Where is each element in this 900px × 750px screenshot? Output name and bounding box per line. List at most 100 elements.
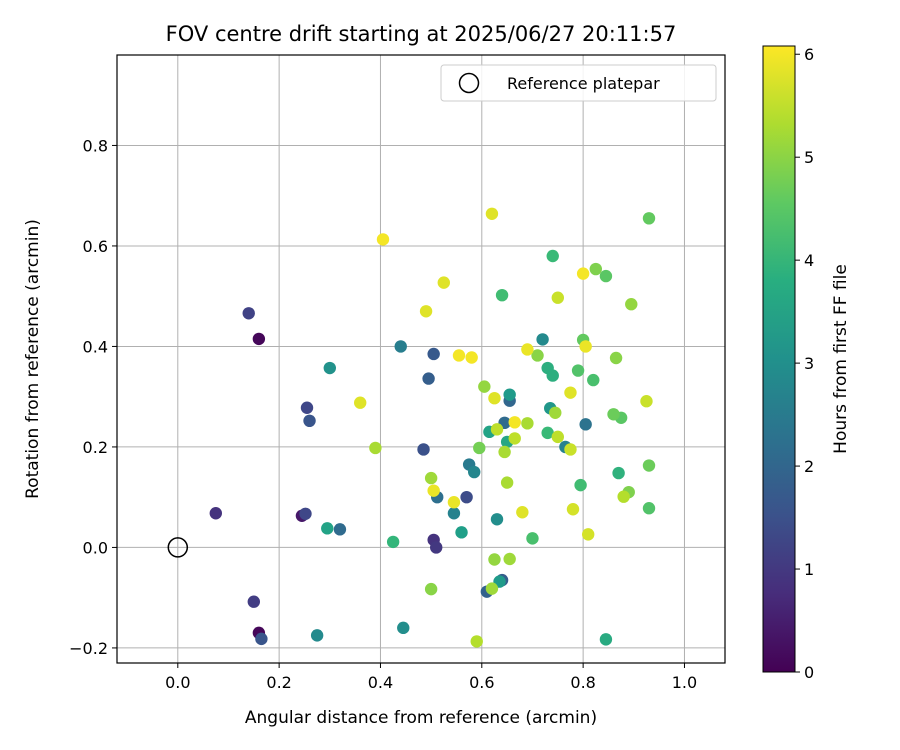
data-point (574, 478, 587, 492)
data-point (541, 426, 554, 440)
data-point (255, 632, 268, 646)
reference-marker (167, 537, 189, 558)
data-point (376, 233, 390, 246)
chart-title: FOV centre drift starting at 2025/06/27 … (166, 22, 677, 46)
data-point (424, 471, 438, 485)
data-point (242, 307, 255, 320)
data-point (549, 406, 562, 419)
data-point (310, 629, 324, 642)
legend-box (440, 64, 717, 102)
data-point (303, 414, 316, 428)
data-point (460, 490, 473, 504)
data-point (500, 476, 514, 489)
data-point (617, 490, 630, 503)
data-point (299, 507, 312, 520)
data-point (599, 269, 613, 283)
data-point (465, 351, 478, 364)
y-tick-label: 0.2 (83, 438, 108, 457)
data-point (498, 445, 511, 459)
grid (117, 55, 725, 663)
data-point (447, 496, 461, 509)
x-tick-label: 0.8 (570, 673, 595, 692)
data-point (369, 441, 382, 455)
data-point (571, 364, 585, 377)
y-axis-label: Rotation from reference (arcmin) (23, 219, 43, 499)
data-point (516, 506, 529, 519)
data-point (642, 459, 656, 472)
data-point (566, 503, 580, 516)
x-axis: 0.0 0.2 0.4 0.6 0.8 1.0 (165, 663, 697, 692)
colorbar-tick-label: 5 (804, 148, 814, 167)
y-tick-label: 0.4 (83, 337, 108, 356)
data-point (546, 249, 559, 263)
data-point (488, 553, 501, 566)
data-point (430, 541, 443, 554)
data-point (607, 408, 620, 421)
data-point (582, 528, 595, 541)
data-point (495, 288, 509, 302)
data-point (564, 443, 577, 456)
data-point (323, 361, 336, 375)
data-point (625, 298, 638, 311)
data-point (587, 373, 600, 387)
data-point (386, 535, 400, 549)
data-point (589, 262, 602, 276)
data-point (551, 430, 564, 444)
data-point (508, 416, 521, 429)
points-layer (209, 207, 656, 648)
legend: Reference platepar (440, 64, 717, 102)
y-tick-label: −0.2 (69, 639, 108, 658)
y-axis: −0.2 0.0 0.2 0.4 0.6 0.8 (69, 136, 117, 658)
data-point (490, 423, 504, 436)
data-point (427, 484, 440, 497)
colorbar-tick-label: 0 (804, 663, 814, 682)
data-point (447, 507, 461, 520)
y-tick-label: 0.8 (83, 136, 108, 155)
data-point (609, 351, 623, 365)
data-point (485, 582, 499, 595)
data-point (521, 417, 534, 430)
data-point (488, 391, 501, 405)
colorbar: 0 1 2 3 4 5 6 Hours from first FF file (762, 45, 851, 682)
data-point (300, 401, 314, 414)
x-axis-label: Angular distance from reference (arcmin) (245, 708, 597, 728)
x-tick-label: 0.2 (266, 673, 291, 692)
y-tick-label: 0.6 (83, 237, 108, 256)
data-point (397, 621, 410, 635)
data-point (503, 388, 516, 401)
data-point (521, 343, 534, 356)
data-point (333, 523, 347, 536)
x-tick-label: 0.6 (469, 673, 494, 692)
colorbar-tick-label: 6 (804, 45, 814, 64)
colorbar-gradient (762, 45, 796, 673)
data-point (490, 513, 504, 526)
y-tick-label: 0.0 (83, 538, 108, 557)
data-point (640, 395, 653, 408)
colorbar-ticks: 0 1 2 3 4 5 6 (795, 45, 814, 682)
data-point (642, 502, 656, 515)
data-point (531, 349, 544, 362)
data-point (473, 441, 486, 455)
data-point (417, 443, 430, 456)
data-point (427, 347, 440, 361)
data-point (394, 340, 407, 353)
colorbar-tick-label: 1 (804, 560, 814, 579)
colorbar-tick-label: 4 (804, 251, 814, 270)
data-point (424, 582, 438, 596)
data-point (470, 635, 483, 648)
colorbar-tick-label: 3 (804, 354, 814, 373)
plot-frame (116, 54, 726, 664)
data-point (508, 432, 521, 445)
data-point (437, 276, 450, 289)
data-point (321, 522, 334, 535)
reference-layer (167, 537, 189, 558)
x-tick-label: 0.0 (165, 673, 190, 692)
data-point (503, 552, 516, 566)
data-point (247, 595, 260, 608)
legend-label: Reference platepar (507, 74, 660, 93)
data-point (452, 349, 466, 362)
data-point (209, 507, 222, 520)
data-point (478, 380, 491, 393)
data-point (455, 526, 468, 539)
